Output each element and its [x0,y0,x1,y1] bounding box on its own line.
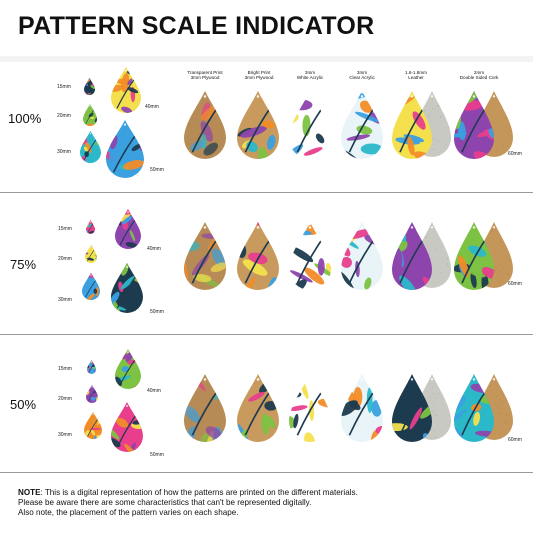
sample-drop-40mm [111,67,141,113]
sample-drop-40mm [115,209,141,249]
page-title: PATTERN SCALE INDICATOR [18,12,375,40]
material-header-clear-acrylic: 3mm Clear Acrylic [349,70,375,81]
size-label: 40mm [147,246,161,252]
material-drop-plywood-bright [237,374,279,442]
material-drop-cork [454,91,494,159]
material-drop-white-acrylic [289,222,331,290]
sample-drop-15mm [87,360,96,374]
material-header-plywood-transparent: Transparent Print 3mm Plywood [187,70,223,81]
material-drop-plywood-transparent [184,222,226,290]
size-label: 20mm [57,113,71,119]
size-label: 20mm [58,256,72,262]
divider-1 [0,192,533,193]
material-drop-leather [392,374,432,442]
material-header-white-acrylic: 3mm White Acrylic [296,70,324,81]
size-label: 40mm [145,104,159,110]
material-drop-plywood-bright [237,91,279,159]
sample-drop-50mm [111,402,143,452]
material-drop-cork [454,222,494,290]
note-line-3: Also note, the placement of the pattern … [18,508,239,517]
divider-3 [0,472,533,473]
material-drop-plywood-transparent [184,374,226,442]
sample-drop-15mm [86,220,95,234]
sample-drop-15mm [84,78,95,95]
sample-drop-50mm [106,120,144,178]
material-drop-clear-acrylic [341,222,383,290]
size-label: 30mm [57,149,71,155]
size-label: 15mm [57,84,71,90]
size-label: 60mm [508,437,522,443]
material-header-plywood-bright: Bright Print 3mm Plywood [244,70,274,81]
scale-label-100: 100% [8,111,42,126]
divider-2 [0,334,533,335]
size-label: 30mm [58,297,72,303]
material-drop-clear-acrylic [341,91,383,159]
scale-label-50: 50% [10,397,37,412]
material-drop-leather [392,91,432,159]
material-drop-leather [392,222,432,290]
material-header-cork: 2mm Double Sided Cork [459,70,499,81]
sample-drop-30mm [80,131,101,163]
material-drop-white-acrylic [289,91,331,159]
material-drop-clear-acrylic [341,374,383,442]
size-label: 15mm [58,226,72,232]
sample-drop-20mm [86,385,98,403]
size-label: 30mm [58,432,72,438]
sample-drop-20mm [83,104,97,126]
sample-drop-20mm [85,245,97,263]
sample-drop-30mm [82,273,100,300]
size-label: 50mm [150,452,164,458]
size-label: 50mm [150,309,164,315]
size-label: 60mm [508,151,522,157]
scale-label-75: 75% [10,257,37,272]
size-label: 60mm [508,281,522,287]
size-label: 20mm [58,396,72,402]
material-drop-cork [454,374,494,442]
sample-drop-40mm [115,349,141,389]
note-line-2: Please be aware there are some character… [18,498,312,507]
footnote: NOTE: This is a digital representation o… [18,488,358,518]
band-top [0,56,533,62]
size-label: 50mm [150,167,164,173]
material-drop-plywood-transparent [184,91,226,159]
material-drop-white-acrylic [289,374,331,442]
material-header-leather: 1.6-1.8mm Leather [405,70,427,81]
size-label: 40mm [147,388,161,394]
sample-drop-50mm [111,263,143,313]
note-line-1: : This is a digital representation of ho… [40,488,358,497]
size-label: 15mm [58,366,72,372]
note-label: NOTE [18,488,41,497]
sample-drop-30mm [84,412,102,439]
material-drop-plywood-bright [237,222,279,290]
